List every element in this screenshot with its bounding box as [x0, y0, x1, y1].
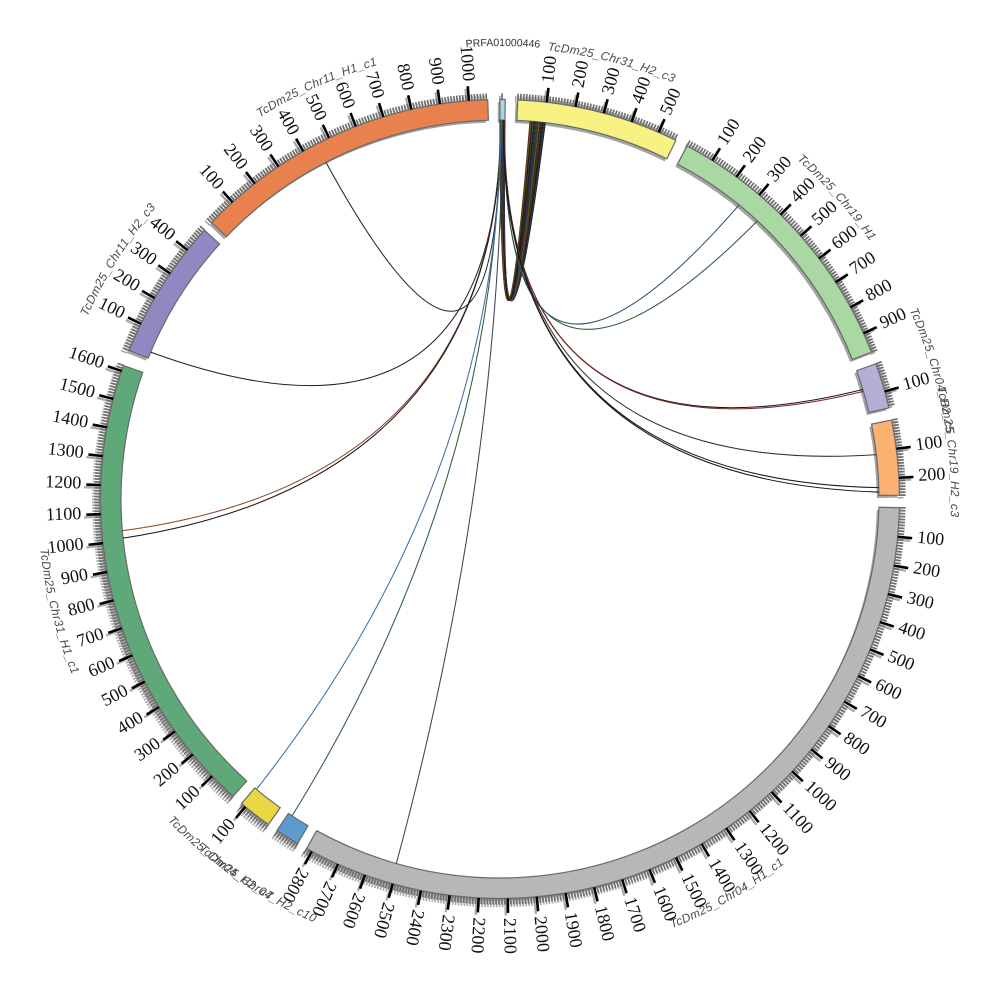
svg-text:100: 100 — [914, 431, 943, 454]
svg-text:2100: 2100 — [500, 918, 521, 954]
svg-text:2000: 2000 — [530, 915, 553, 953]
svg-text:PRFA01000446: PRFA01000446 — [465, 37, 541, 51]
svg-text:2300: 2300 — [435, 914, 459, 952]
svg-text:100: 100 — [537, 55, 560, 84]
svg-text:1000: 1000 — [46, 534, 84, 558]
svg-text:900: 900 — [425, 56, 449, 86]
svg-text:1100: 1100 — [46, 503, 82, 524]
svg-text:1300: 1300 — [47, 438, 85, 462]
svg-text:1200: 1200 — [45, 471, 82, 492]
svg-text:200: 200 — [912, 557, 942, 581]
svg-text:900: 900 — [59, 564, 89, 589]
svg-text:2200: 2200 — [468, 917, 490, 954]
svg-text:1000: 1000 — [456, 44, 479, 81]
svg-text:200: 200 — [918, 463, 946, 484]
svg-text:100: 100 — [916, 527, 945, 549]
